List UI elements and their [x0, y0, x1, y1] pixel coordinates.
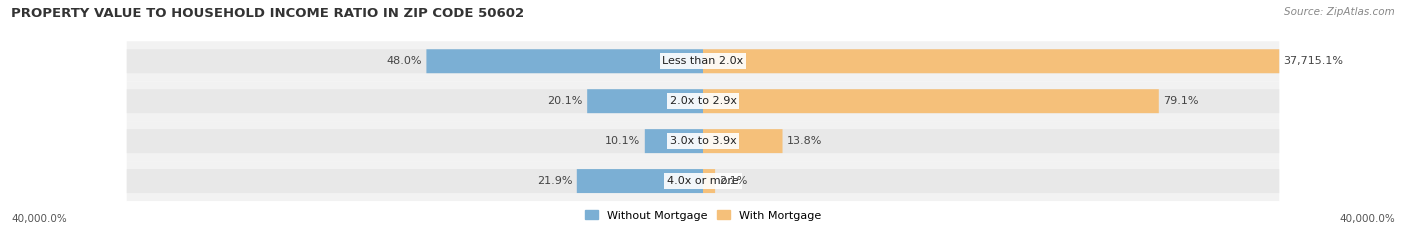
Text: 37,715.1%: 37,715.1% — [1284, 56, 1344, 66]
FancyBboxPatch shape — [127, 89, 1279, 113]
Text: Less than 2.0x: Less than 2.0x — [662, 56, 744, 66]
Text: 40,000.0%: 40,000.0% — [1339, 214, 1395, 224]
Text: 48.0%: 48.0% — [387, 56, 422, 66]
Text: 21.9%: 21.9% — [537, 176, 572, 186]
FancyBboxPatch shape — [576, 169, 703, 193]
FancyBboxPatch shape — [588, 89, 703, 113]
FancyBboxPatch shape — [127, 41, 1279, 81]
FancyBboxPatch shape — [703, 89, 1159, 113]
FancyBboxPatch shape — [426, 49, 703, 73]
FancyBboxPatch shape — [127, 169, 1279, 193]
Text: 3.0x to 3.9x: 3.0x to 3.9x — [669, 136, 737, 146]
FancyBboxPatch shape — [127, 121, 1279, 161]
FancyBboxPatch shape — [703, 169, 716, 193]
Text: Source: ZipAtlas.com: Source: ZipAtlas.com — [1284, 7, 1395, 17]
FancyBboxPatch shape — [127, 81, 1279, 121]
Text: 20.1%: 20.1% — [547, 96, 583, 106]
Text: 40,000.0%: 40,000.0% — [11, 214, 67, 224]
FancyBboxPatch shape — [127, 161, 1279, 201]
Text: 10.1%: 10.1% — [605, 136, 641, 146]
FancyBboxPatch shape — [127, 129, 1279, 153]
Text: 4.0x or more: 4.0x or more — [668, 176, 738, 186]
Text: 79.1%: 79.1% — [1163, 96, 1199, 106]
FancyBboxPatch shape — [703, 129, 783, 153]
Text: 2.1%: 2.1% — [720, 176, 748, 186]
Legend: Without Mortgage, With Mortgage: Without Mortgage, With Mortgage — [581, 206, 825, 225]
Text: 13.8%: 13.8% — [787, 136, 823, 146]
FancyBboxPatch shape — [703, 49, 1279, 73]
Text: PROPERTY VALUE TO HOUSEHOLD INCOME RATIO IN ZIP CODE 50602: PROPERTY VALUE TO HOUSEHOLD INCOME RATIO… — [11, 7, 524, 20]
Text: 2.0x to 2.9x: 2.0x to 2.9x — [669, 96, 737, 106]
FancyBboxPatch shape — [127, 49, 1279, 73]
FancyBboxPatch shape — [645, 129, 703, 153]
